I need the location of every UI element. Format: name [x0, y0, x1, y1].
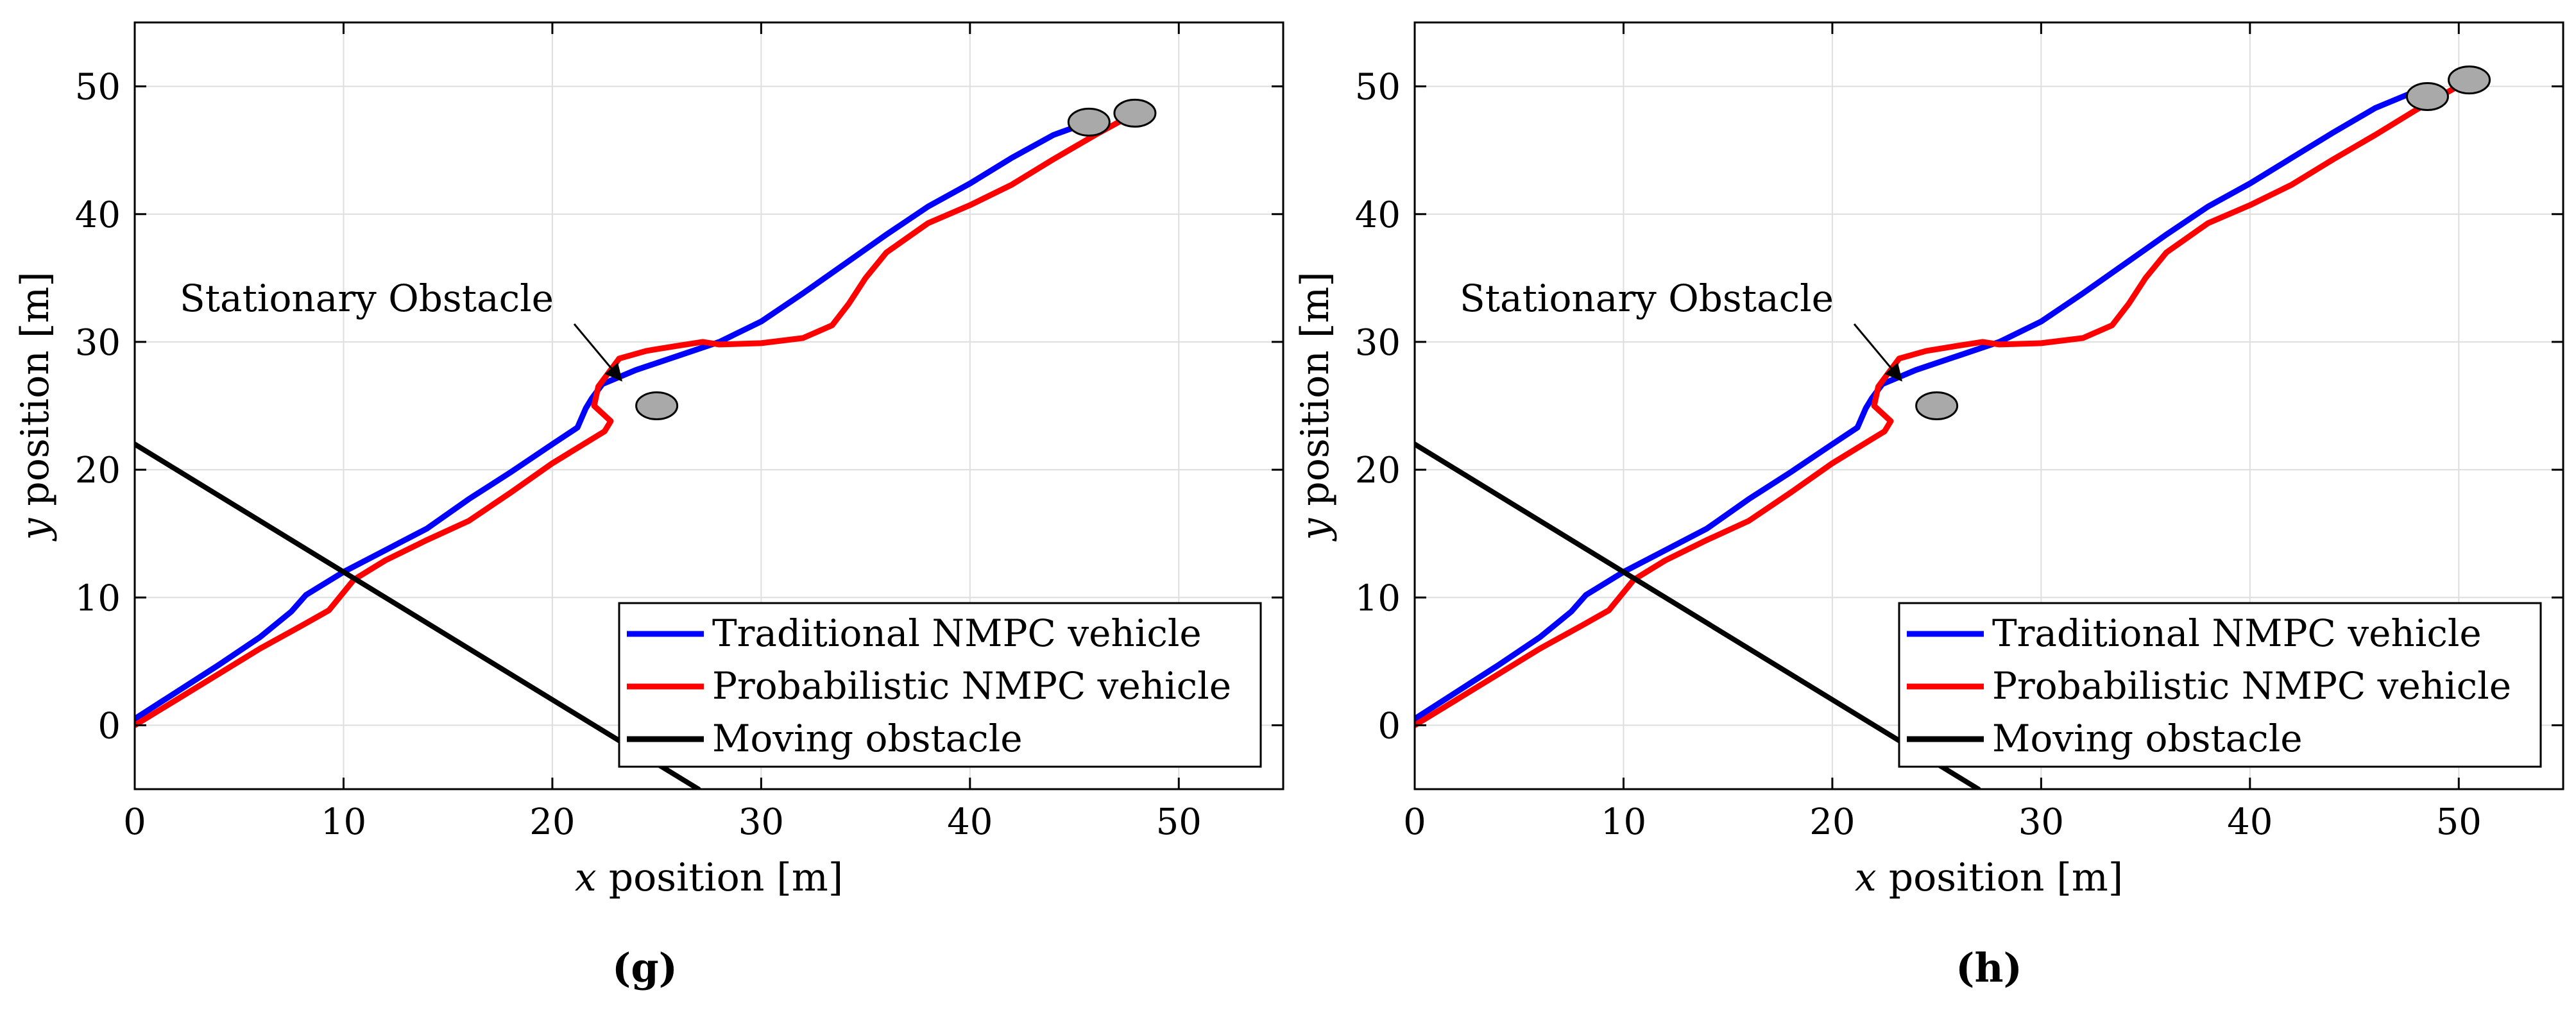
legend-entry-2: Probabilistic NMPC vehicle [1992, 664, 2511, 708]
x-tick-label: 20 [529, 801, 575, 843]
y-tick-label: 30 [1355, 322, 1401, 364]
axes-frame [1413, 21, 2564, 790]
y-axis-label-text: position [1293, 338, 1338, 518]
x-axis-label: x position [m] [575, 855, 843, 900]
legend: Traditional NMPC vehicle Probabilistic NM… [618, 602, 1262, 768]
y-axis-label-var: y [13, 518, 58, 542]
x-tick-label: 20 [1809, 801, 1855, 843]
annotation-label: Stationary Obstacle [1460, 277, 1834, 320]
y-axis-label-unit: [m] [1293, 271, 1338, 338]
x-tick-label: 40 [2227, 801, 2273, 843]
x-axis-label-unit: [m] [2056, 855, 2123, 900]
y-tick-label: 40 [75, 194, 121, 236]
y-tick-label: 50 [75, 67, 121, 108]
x-tick-label: 10 [321, 801, 366, 843]
chart-panel-g: Stationary Obstacle 0 10 20 30 40 50 0 10 20 30 40 5… [13, 21, 1284, 991]
y-tick-label: 10 [1355, 577, 1401, 619]
y-axis-label-unit: [m] [13, 271, 58, 338]
annotation-arrow [1853, 323, 1903, 382]
y-axis-label: y position [m] [1293, 271, 1338, 542]
series-line-2 [1415, 77, 2472, 728]
series-line-1 [1415, 83, 2430, 722]
x-tick-label: 0 [123, 801, 146, 843]
x-axis-label-text: position [1877, 855, 2057, 900]
x-tick-label: 30 [738, 801, 784, 843]
x-tick-label: 50 [1156, 801, 1202, 843]
stationary-obstacle-marker [1915, 391, 1959, 420]
legend-box [618, 602, 1262, 768]
series-group [135, 110, 1138, 789]
legend-entry-3: Moving obstacle [712, 717, 1023, 760]
legend-entry-1: Traditional NMPC vehicle [1992, 611, 2482, 655]
panel-label: (g) [612, 944, 678, 991]
y-tick-label: 40 [1355, 194, 1401, 236]
y-tick-label: 10 [75, 577, 121, 619]
annotation-label: Stationary Obstacle [180, 277, 554, 320]
series-line-3 [135, 441, 701, 789]
y-tick-label: 20 [1355, 450, 1401, 491]
y-axis-label-var: y [1293, 518, 1338, 542]
panel-label: (h) [1956, 944, 2022, 991]
series-line-1 [135, 119, 1092, 722]
x-tick-label: 40 [947, 801, 993, 843]
y-tick-label: 20 [75, 450, 121, 491]
legend-entry-3: Moving obstacle [1992, 717, 2303, 760]
series-line-3 [1415, 441, 1981, 789]
x-tick-label: 50 [2436, 801, 2482, 843]
x-tick-label: 10 [1601, 801, 1646, 843]
legend: Traditional NMPC vehicle Probabilistic NM… [1898, 602, 2542, 768]
y-axis-label: y position [m] [13, 271, 58, 542]
legend-entry-2: Probabilistic NMPC vehicle [712, 664, 1231, 708]
x-tick-label: 0 [1403, 801, 1426, 843]
series-line-2 [135, 110, 1138, 728]
axes-frame [133, 21, 1284, 790]
legend-entry-1: Traditional NMPC vehicle [712, 611, 1202, 655]
stationary-obstacle-marker [635, 391, 679, 420]
chart-panel-h: Stationary Obstacle 0 10 20 30 40 50 0 10 20 30 40 5… [1293, 21, 2564, 991]
x-axis-label-var: x [575, 855, 597, 900]
legend-box [1898, 602, 2542, 768]
y-tick-label: 30 [75, 322, 121, 364]
vehicle-end-marker-2 [1113, 98, 1157, 128]
vehicle-end-marker-1 [1067, 107, 1111, 137]
x-axis-label-text: position [597, 855, 777, 900]
x-axis-label: x position [m] [1855, 855, 2123, 900]
y-axis-label-text: position [13, 338, 58, 518]
vehicle-end-marker-1 [2405, 82, 2449, 112]
annotation-arrow [573, 323, 623, 382]
vehicle-end-marker-2 [2448, 65, 2491, 95]
x-axis-label-var: x [1855, 855, 1877, 900]
x-tick-label: 30 [2018, 801, 2064, 843]
series-group [1415, 77, 2472, 789]
y-tick-label: 50 [1355, 67, 1401, 108]
y-tick-label: 0 [98, 705, 121, 747]
y-tick-label: 0 [1378, 705, 1401, 747]
x-axis-label-unit: [m] [776, 855, 843, 900]
